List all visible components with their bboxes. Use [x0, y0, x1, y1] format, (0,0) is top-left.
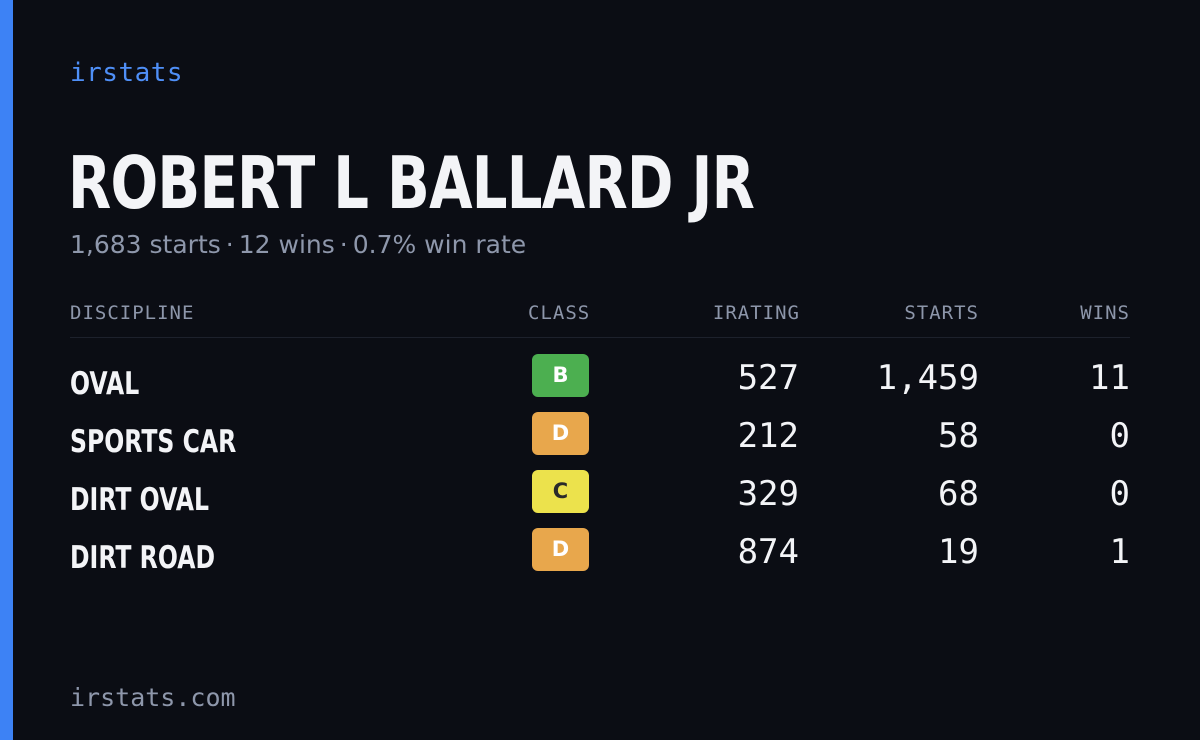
wins-value: 11: [1089, 358, 1130, 398]
starts-value: 19: [938, 532, 979, 572]
starts-value: 1,459: [876, 358, 979, 398]
irating-value: 212: [737, 416, 799, 456]
stats-table-header: DISCIPLINE CLASS IRATING STARTS WINS: [70, 300, 1130, 338]
wins-value: 1: [1109, 532, 1130, 572]
total-starts: 1,683 starts: [70, 230, 221, 259]
win-rate: 0.7% win rate: [352, 230, 527, 259]
irating-value: 329: [737, 474, 799, 514]
header-starts: STARTS: [904, 302, 979, 324]
summary-separator: ·: [225, 230, 234, 259]
table-row: DIRT ROAD D 874 19 1: [70, 528, 1130, 586]
header-discipline: DISCIPLINE: [70, 302, 195, 324]
starts-value: 68: [938, 474, 979, 514]
class-badge: C: [532, 470, 589, 513]
accent-bar: [0, 0, 13, 740]
stats-table-body: OVAL B 527 1,459 11 SPORTS CAR D 212 58 …: [70, 354, 1130, 586]
footer-url: irstats.com: [70, 683, 236, 712]
starts-value: 58: [938, 416, 979, 456]
brand-logo: irstats: [70, 58, 184, 88]
discipline-name: DIRT OVAL: [70, 482, 209, 518]
header-class: CLASS: [528, 302, 591, 324]
wins-value: 0: [1109, 474, 1130, 514]
discipline-name: SPORTS CAR: [70, 424, 237, 460]
irating-value: 527: [737, 358, 799, 398]
table-row: SPORTS CAR D 212 58 0: [70, 412, 1130, 470]
table-row: OVAL B 527 1,459 11: [70, 354, 1130, 412]
table-row: DIRT OVAL C 329 68 0: [70, 470, 1130, 528]
discipline-name: OVAL: [70, 366, 140, 402]
class-badge: B: [532, 354, 589, 397]
total-wins: 12 wins: [238, 230, 335, 259]
header-wins: WINS: [1080, 302, 1130, 324]
driver-summary: 1,683 starts · 12 wins · 0.7% win rate: [70, 228, 526, 262]
discipline-name: DIRT ROAD: [70, 540, 216, 576]
wins-value: 0: [1109, 416, 1130, 456]
header-irating: IRATING: [712, 302, 800, 324]
driver-name: ROBERT L BALLARD JR: [68, 141, 755, 225]
irating-value: 874: [737, 532, 799, 572]
class-badge: D: [532, 412, 589, 455]
class-badge: D: [532, 528, 589, 571]
summary-separator: ·: [339, 230, 348, 259]
